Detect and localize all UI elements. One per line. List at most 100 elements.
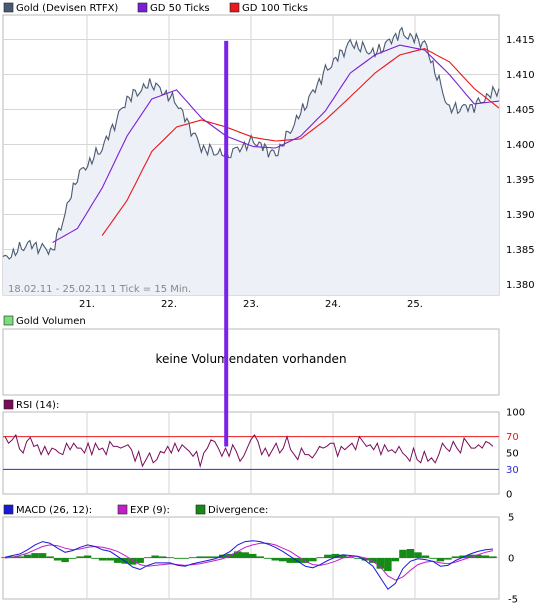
rsi-legend-swatch — [3, 399, 14, 410]
divergence-bar — [106, 558, 114, 561]
gd100-legend-label: GD 100 Ticks — [242, 3, 308, 14]
gd50-legend-swatch — [137, 2, 148, 13]
divergence-bar — [414, 552, 422, 558]
rsi-series-line — [4, 433, 494, 469]
divergence-bar — [309, 558, 317, 562]
divergence-bar — [301, 558, 310, 563]
divergence-bar — [173, 558, 182, 559]
gd50-series-line — [52, 44, 500, 243]
divergence-bar — [76, 556, 84, 558]
divergence-bar — [489, 556, 497, 558]
divergence-bar — [98, 558, 107, 561]
price-legend: Gold (Devisen RTFX) GD 50 Ticks GD 100 T… — [3, 2, 308, 14]
price-series-line — [2, 26, 500, 260]
volume-legend-swatch — [3, 315, 14, 326]
macd-legend-swatch — [3, 504, 14, 515]
divergence-bar — [181, 558, 189, 559]
gd100-series-line — [101, 48, 500, 236]
price-y-tick: 1.385 — [506, 245, 535, 256]
divergence-bar — [256, 556, 264, 558]
divergence-bar — [436, 558, 445, 562]
divergence-bar — [204, 556, 212, 558]
rsi-y-tick: 100 — [506, 408, 525, 419]
divergence-bar — [128, 558, 137, 565]
price-y-tick: 1.390 — [506, 210, 535, 221]
divergence-bar — [406, 549, 415, 558]
price-y-tick: 1.410 — [506, 70, 535, 81]
divergence-bar — [279, 558, 287, 562]
divergence-bar — [31, 553, 39, 558]
price-y-tick: 1.395 — [506, 175, 535, 186]
divergence-bar — [324, 554, 332, 558]
divergence-bar — [1, 557, 9, 558]
rsi-y-tick: 50 — [506, 449, 519, 460]
price-y-tick: 1.415 — [506, 35, 535, 46]
volume-empty-message: keine Volumendaten vorhanden — [155, 352, 346, 366]
divergence-bar — [474, 554, 482, 558]
divergence-bar — [113, 558, 122, 563]
divergence-bar — [23, 554, 32, 558]
price-plot — [2, 26, 500, 295]
divergence-bar — [188, 557, 197, 558]
price-y-tick: 1.405 — [506, 105, 535, 116]
macd-series-line — [4, 540, 494, 590]
divergence-bar — [286, 558, 294, 563]
rsi-legend: RSI (14): — [3, 399, 59, 411]
divergence-legend-label: Divergence: — [208, 505, 268, 516]
divergence-bar — [38, 553, 47, 558]
price-area — [3, 27, 499, 295]
exp-series-line — [4, 542, 494, 581]
divergence-bar — [466, 554, 475, 558]
volume-panel-frame — [2, 328, 500, 396]
divergence-bar — [196, 556, 204, 558]
gd50-legend-label: GD 50 Ticks — [150, 3, 210, 14]
divergence-bar — [83, 555, 92, 558]
macd-legend: MACD (26, 12): EXP (9): Divergence: — [3, 504, 268, 516]
rsi-plot — [3, 433, 499, 470]
chart-footnote: 18.02.11 - 25.02.11 1 Tick = 15 Min. — [8, 284, 191, 295]
price-legend-swatch — [3, 2, 14, 13]
divergence-bar — [211, 556, 219, 558]
divergence-bar — [68, 558, 77, 559]
price-x-tick: 22. — [161, 299, 177, 310]
divergence-bar — [361, 558, 370, 561]
divergence-bar — [316, 557, 325, 558]
divergence-bar — [369, 558, 377, 563]
price-y-axis: 1.380 1.385 1.390 1.395 1.400 1.405 1.410 1.415 — [506, 35, 535, 291]
divergence-bar — [158, 556, 167, 558]
macd-y-tick: 5 — [508, 513, 514, 524]
rsi-y-tick: 30 — [506, 465, 519, 476]
divergence-bar — [91, 558, 99, 559]
exp-legend-label: EXP (9): — [130, 505, 170, 516]
divergence-legend-swatch — [195, 504, 206, 515]
macd-y-tick: 0 — [508, 554, 514, 565]
rsi-grid — [86, 412, 416, 494]
divergence-bar — [241, 552, 249, 558]
divergence-bar — [53, 558, 62, 561]
price-y-tick: 1.380 — [506, 280, 535, 291]
gd100-legend-swatch — [229, 2, 240, 13]
macd-plot — [1, 540, 497, 590]
divergence-bar — [376, 558, 385, 569]
volume-legend-label: Gold Volumen — [16, 316, 86, 327]
rsi-y-tick: 70 — [506, 432, 519, 443]
divergence-bar — [444, 558, 452, 560]
rsi-y-tick: 0 — [506, 490, 512, 501]
price-x-tick: 24. — [325, 299, 341, 310]
divergence-bar — [219, 554, 227, 558]
rsi-legend-label: RSI (14): — [16, 400, 59, 411]
rsi-y-axis: 100 70 50 30 0 — [506, 408, 525, 501]
exp-legend-swatch — [117, 504, 128, 515]
divergence-bar — [166, 557, 174, 558]
price-x-tick: 25. — [407, 299, 423, 310]
divergence-bar — [354, 558, 362, 559]
price-legend-label: Gold (Devisen RTFX) — [16, 3, 118, 14]
price-x-axis: 21. 22. 23. 24. 25. — [79, 299, 423, 310]
divergence-bar — [234, 551, 242, 558]
divergence-bar — [421, 555, 430, 558]
divergence-bar — [151, 555, 159, 558]
divergence-bar — [143, 557, 152, 558]
divergence-bar — [429, 558, 437, 559]
divergence-bar — [451, 556, 460, 558]
